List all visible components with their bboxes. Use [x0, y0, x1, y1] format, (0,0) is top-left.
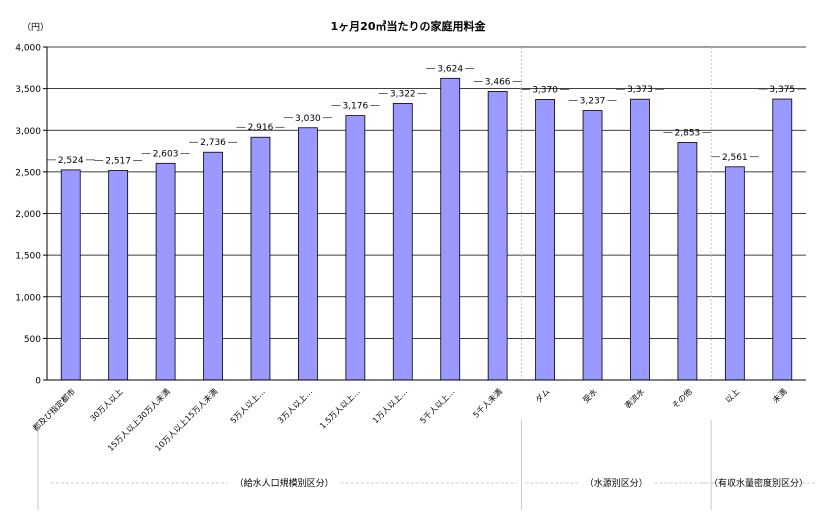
- y-tick-label: 2,500: [15, 168, 41, 178]
- data-label: 3,322: [390, 89, 416, 99]
- x-tick-label: ダム: [533, 386, 551, 404]
- data-label: 3,237: [580, 97, 606, 107]
- data-label: 2,561: [722, 153, 748, 163]
- data-label: 3,373: [627, 85, 653, 95]
- x-tick-label: 1.5万人以上…: [318, 387, 362, 431]
- bar: [60, 169, 81, 381]
- x-tick-label: 30万人以上: [88, 387, 124, 423]
- bars: [60, 77, 793, 381]
- y-tick-label: 0: [35, 377, 41, 387]
- x-tick-label: 受水: [581, 386, 599, 404]
- bar: [203, 151, 223, 381]
- bar: [630, 98, 650, 381]
- y-axis-unit-label: （円）: [22, 22, 49, 33]
- bar: [440, 77, 461, 381]
- bar: [535, 99, 555, 381]
- y-tick-label: 500: [24, 335, 41, 345]
- x-tick-label: 5千人以上…: [418, 386, 457, 425]
- bar: [298, 127, 318, 381]
- y-tick-label: 4,000: [15, 44, 41, 54]
- y-tick-label: 3,500: [15, 85, 41, 95]
- data-label: 3,370: [532, 85, 558, 95]
- bar: [582, 110, 603, 381]
- data-label: 3,375: [769, 85, 795, 95]
- bar: [250, 136, 271, 381]
- x-tick-label: 1万人以上…: [371, 387, 409, 425]
- data-label: 3,030: [295, 114, 321, 124]
- data-label: 3,466: [485, 77, 511, 87]
- x-tick-label: 5千人未満: [471, 386, 504, 419]
- x-tick-label: 表流水: [622, 386, 646, 410]
- y-tick-label: 2,000: [15, 210, 41, 220]
- bar: [677, 142, 698, 381]
- data-label: 2,517: [105, 156, 131, 166]
- bar: [108, 170, 129, 381]
- bar: [345, 115, 366, 381]
- bar: [724, 166, 745, 381]
- x-tick-label: 5万人以上…: [229, 387, 267, 425]
- data-label: 2,736: [200, 138, 226, 148]
- data-label: 2,853: [675, 128, 701, 138]
- bar: [772, 98, 793, 381]
- bar: [155, 162, 176, 381]
- data-labels: 2,524 2,517 2,603 2,736 2,916 3,030 3,176 3,322…: [46, 64, 807, 166]
- x-tick-label: 3万人以上…: [276, 387, 314, 425]
- x-tick-label: 以上: [724, 387, 742, 405]
- group-area: （給水人口規模別区分） （水源別区分） （有収水量密度別区分）: [37, 47, 816, 510]
- group-label: （水源別区分）: [585, 477, 648, 489]
- x-tick-label: その他: [670, 386, 694, 410]
- data-label: 2,524: [58, 156, 84, 166]
- y-tick-labels: 0 500 1,000 1,500 2,000 2,500 3,000 3,500 4,000: [15, 44, 41, 387]
- data-label: 2,916: [248, 123, 274, 133]
- group-label: （給水人口規模別区分）: [235, 477, 334, 489]
- data-label: 3,176: [342, 102, 368, 112]
- data-label: 2,603: [153, 149, 179, 159]
- bar: [392, 103, 413, 381]
- bar: [487, 91, 508, 381]
- x-tick-label: 都及び指定都市: [30, 386, 77, 433]
- chart-title: 1ヶ月20㎥当たりの家庭用料金: [331, 19, 487, 33]
- x-tick-label: 未満: [770, 386, 788, 404]
- group-label: （有収水量密度別区分）: [709, 477, 808, 489]
- y-tick-label: 3,000: [15, 127, 41, 137]
- y-tick-label: 1,500: [15, 252, 41, 262]
- data-label: 3,624: [437, 64, 463, 74]
- y-tick-label: 1,000: [15, 293, 41, 303]
